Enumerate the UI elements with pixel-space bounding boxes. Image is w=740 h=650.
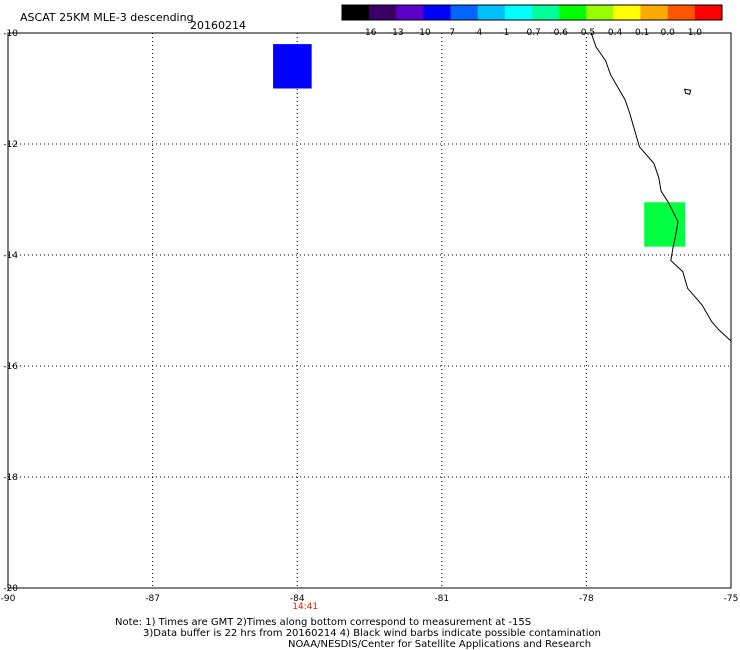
note-line-3: NOAA/NESDIS/Center for Satellite Applica…: [288, 639, 591, 650]
colorbar-segment: [450, 5, 479, 20]
lon-tick-label: -75: [724, 594, 739, 604]
lat-tick-label: -16: [3, 362, 18, 372]
data-cells: [273, 44, 686, 247]
lat-tick-label: -12: [3, 140, 18, 150]
colorbar-segment: [504, 5, 533, 20]
cell-green: [644, 202, 686, 247]
lon-tick-label: -87: [145, 594, 160, 604]
colorbar: [341, 4, 723, 21]
lat-tick-label: -10: [3, 29, 18, 39]
plot-frame: [7, 32, 732, 589]
lon-tick-labels: -90 -87 -84 -81 -78 -75: [1, 594, 739, 604]
note-line-1: Note: 1) Times are GMT 2)Times along bot…: [115, 617, 531, 628]
colorbar-segment: [369, 5, 397, 20]
cell-blue: [273, 44, 312, 89]
lat-tick-label: -18: [3, 473, 18, 483]
lon-tick-label: -81: [434, 594, 449, 604]
colorbar-segment: [423, 5, 452, 20]
lat-tick-labels: -10 -12 -14 -16 -18 -20: [3, 29, 18, 594]
colorbar-segment: [667, 5, 696, 20]
lat-tick-label: -14: [3, 251, 18, 261]
coastline-path: [590, 32, 732, 342]
lon-tick-label: -90: [1, 594, 16, 604]
note-line-2: 3)Data buffer is 22 hrs from 20160214 4)…: [143, 628, 601, 639]
colorbar-segment: [586, 5, 614, 20]
map-date: 20160214: [190, 19, 246, 32]
colorbar-segment: [559, 5, 587, 20]
map-title: ASCAT 25KM MLE-3 descending: [20, 11, 194, 24]
colorbar-segment: [342, 5, 370, 20]
colorbar-segment: [532, 5, 560, 20]
colorbar-segment: [396, 5, 424, 20]
time-label: 14:41: [292, 602, 318, 612]
colorbar-segment: [613, 5, 642, 20]
colorbar-segment: [477, 5, 506, 20]
colorbar-border: [341, 4, 723, 21]
colorbar-segment: [694, 5, 723, 20]
lat-tick-label: -20: [3, 584, 18, 594]
coastline: [590, 32, 732, 342]
lon-tick-label: -84: [290, 594, 305, 604]
lon-tick-label: -78: [579, 594, 594, 604]
grid-lines: [8, 33, 731, 588]
islet-outline: [683, 88, 692, 95]
colorbar-segment: [640, 5, 669, 20]
